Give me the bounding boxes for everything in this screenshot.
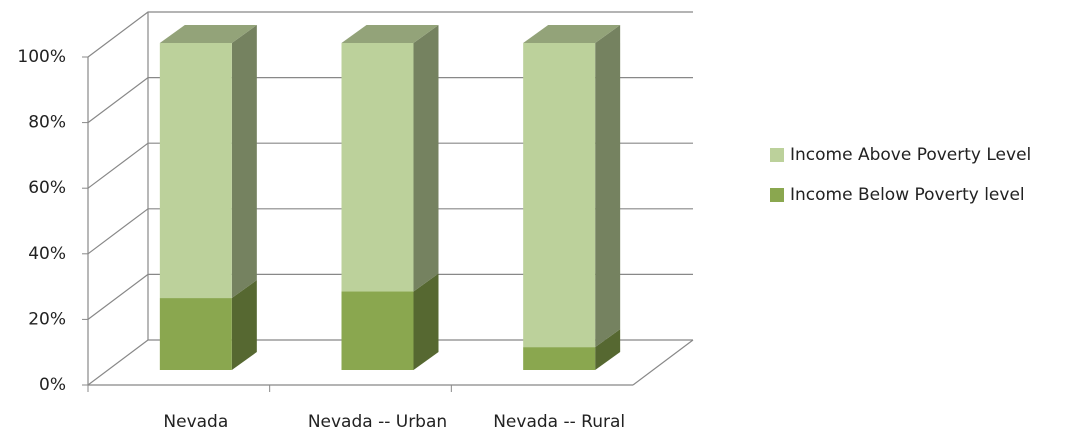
grid-line [87, 76, 693, 124]
grid-line [87, 208, 693, 255]
legend-swatch [770, 188, 784, 202]
bar-top [523, 25, 621, 43]
y-tick-label: 80% [28, 113, 66, 133]
walls [87, 12, 694, 386]
y-tick-label: 40% [28, 244, 66, 264]
y-tick-label: 60% [28, 178, 66, 198]
legend-label: Income Above Poverty Level [790, 145, 1031, 165]
x-tick-label: Nevada -- Rural [493, 412, 625, 432]
grid-line [87, 339, 693, 386]
y-tick-label: 0% [39, 375, 66, 395]
grid-line [87, 11, 693, 58]
bar-side [413, 25, 439, 292]
bar-side [595, 329, 621, 370]
bar-top [159, 25, 257, 43]
x-tick-label: Nevada [163, 412, 228, 432]
legend-label: Income Below Poverty level [790, 185, 1025, 205]
bar [341, 43, 414, 292]
bar-side [231, 25, 257, 299]
legend-swatch [770, 148, 784, 162]
bar [341, 291, 414, 370]
bar [159, 43, 232, 299]
y-tick-label: 100% [17, 47, 66, 67]
bar-side [231, 280, 257, 370]
bar-side [595, 25, 621, 348]
x-tick-label: Nevada -- Urban [308, 412, 447, 432]
grid-line [87, 273, 693, 320]
bar-top [341, 25, 439, 43]
bar [159, 298, 232, 370]
bar [523, 347, 596, 370]
bar-side [413, 273, 439, 370]
grid-line [87, 142, 693, 189]
bar [523, 43, 596, 348]
y-tick-label: 20% [28, 309, 66, 329]
